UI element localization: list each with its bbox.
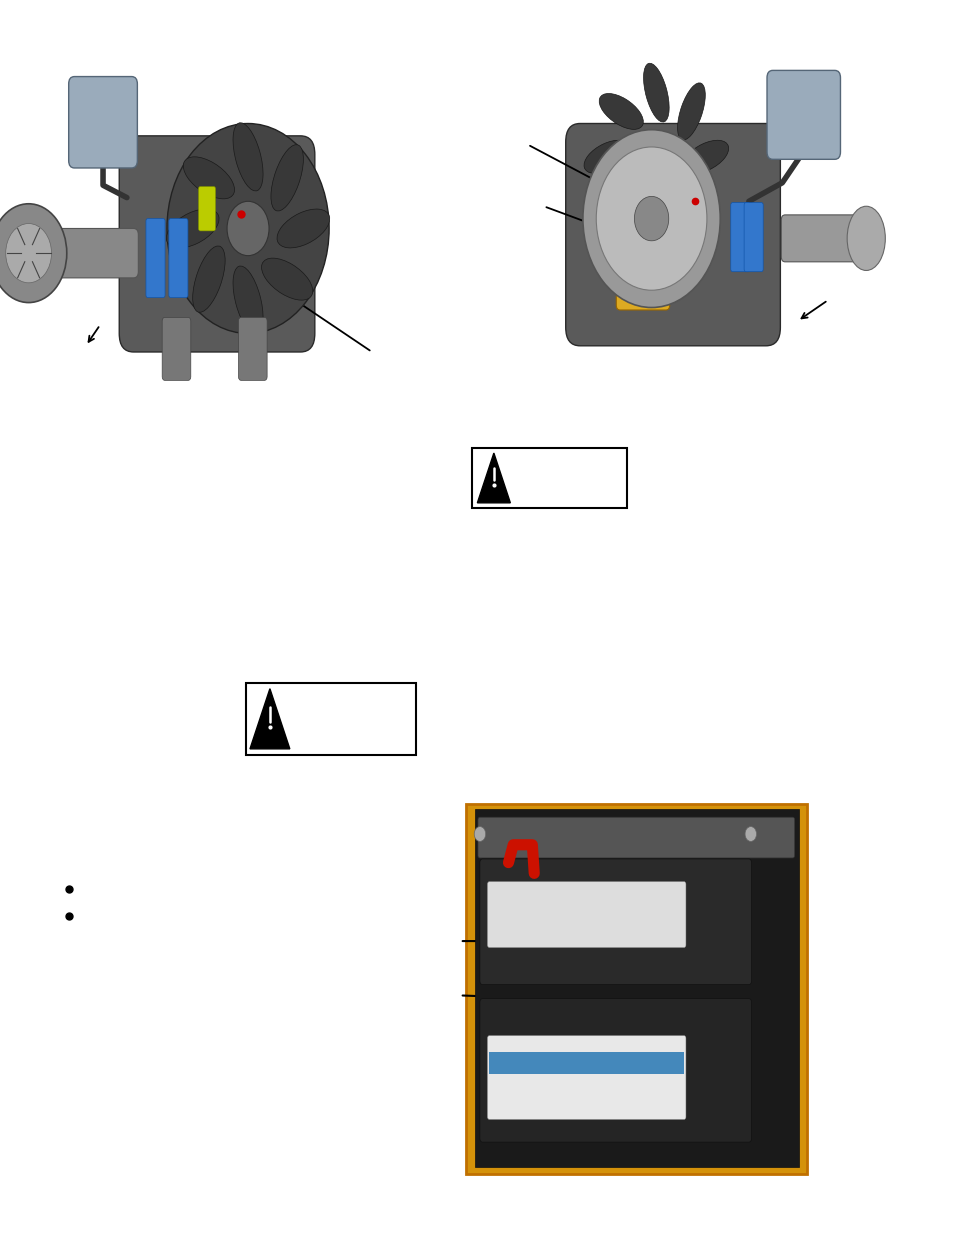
Ellipse shape bbox=[271, 144, 303, 211]
FancyBboxPatch shape bbox=[119, 136, 314, 352]
Ellipse shape bbox=[598, 94, 642, 130]
Ellipse shape bbox=[193, 246, 225, 312]
Circle shape bbox=[634, 196, 668, 241]
FancyBboxPatch shape bbox=[743, 203, 762, 272]
Circle shape bbox=[227, 201, 269, 256]
Polygon shape bbox=[476, 453, 510, 503]
FancyBboxPatch shape bbox=[198, 186, 215, 231]
FancyBboxPatch shape bbox=[69, 77, 137, 168]
Circle shape bbox=[0, 204, 67, 303]
Ellipse shape bbox=[643, 63, 668, 122]
Ellipse shape bbox=[669, 184, 713, 220]
FancyBboxPatch shape bbox=[487, 882, 685, 947]
Ellipse shape bbox=[846, 206, 884, 270]
Ellipse shape bbox=[682, 141, 728, 173]
Circle shape bbox=[474, 826, 485, 841]
FancyBboxPatch shape bbox=[781, 215, 874, 262]
FancyBboxPatch shape bbox=[475, 809, 799, 1167]
FancyBboxPatch shape bbox=[565, 124, 780, 346]
FancyBboxPatch shape bbox=[489, 1052, 683, 1074]
FancyBboxPatch shape bbox=[169, 219, 188, 298]
Ellipse shape bbox=[233, 122, 263, 191]
FancyBboxPatch shape bbox=[146, 219, 165, 298]
Ellipse shape bbox=[233, 266, 263, 335]
Ellipse shape bbox=[183, 157, 234, 199]
Ellipse shape bbox=[643, 191, 668, 251]
FancyBboxPatch shape bbox=[238, 317, 267, 380]
FancyBboxPatch shape bbox=[479, 999, 751, 1142]
FancyBboxPatch shape bbox=[246, 683, 416, 755]
Circle shape bbox=[639, 135, 673, 179]
Ellipse shape bbox=[677, 83, 704, 140]
Ellipse shape bbox=[261, 258, 313, 300]
Ellipse shape bbox=[583, 141, 629, 173]
FancyBboxPatch shape bbox=[19, 228, 138, 278]
Polygon shape bbox=[250, 689, 290, 748]
Circle shape bbox=[582, 130, 720, 308]
FancyBboxPatch shape bbox=[616, 167, 669, 310]
Circle shape bbox=[6, 224, 51, 283]
Circle shape bbox=[596, 147, 706, 290]
FancyBboxPatch shape bbox=[766, 70, 840, 159]
Circle shape bbox=[744, 826, 756, 841]
Ellipse shape bbox=[276, 209, 330, 248]
FancyBboxPatch shape bbox=[487, 1036, 685, 1119]
FancyBboxPatch shape bbox=[472, 448, 626, 508]
FancyBboxPatch shape bbox=[162, 317, 191, 380]
Ellipse shape bbox=[166, 209, 219, 248]
Ellipse shape bbox=[607, 174, 635, 231]
FancyBboxPatch shape bbox=[730, 203, 749, 272]
Circle shape bbox=[167, 124, 329, 333]
FancyBboxPatch shape bbox=[477, 818, 794, 858]
FancyBboxPatch shape bbox=[479, 860, 751, 984]
FancyBboxPatch shape bbox=[465, 804, 806, 1174]
